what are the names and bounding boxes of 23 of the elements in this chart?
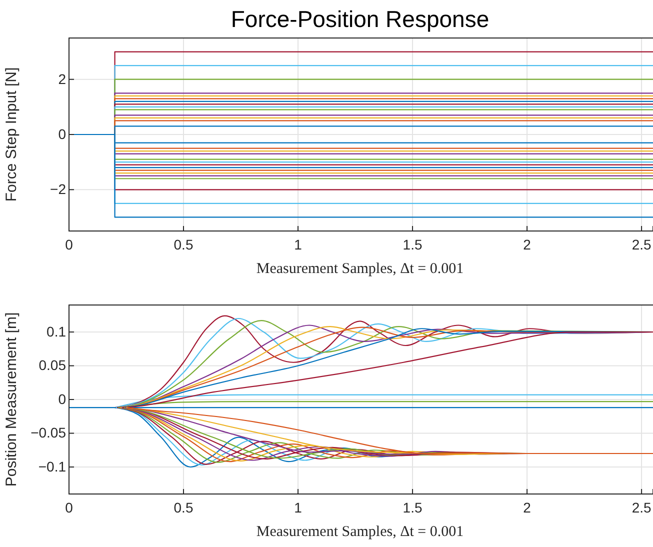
y-axis-title: Force Step Input [N] — [3, 67, 20, 202]
y-tick-label: −0.1 — [38, 458, 66, 474]
y-axis-title: Position Measurement [m] — [3, 312, 20, 487]
y-tick-label: −2 — [50, 181, 66, 198]
x-tick-label: 1.5 — [402, 236, 422, 252]
y-tick-label: 0 — [58, 126, 66, 142]
y-tick-label: 0.1 — [46, 323, 66, 340]
x-tick-label: 2.5 — [632, 236, 652, 252]
x-tick-label: 1 — [294, 499, 302, 516]
y-tick-label: 2 — [58, 70, 66, 87]
x-tick-label: 2.5 — [632, 499, 652, 516]
x-axis-title: Measurement Samples, Δt = 0.001 — [256, 524, 464, 540]
y-tick-label: −0.05 — [30, 424, 66, 441]
y-tick-label: 0 — [58, 390, 66, 407]
x-tick-label: 1.5 — [402, 499, 422, 516]
x-tick-label: 1 — [294, 236, 302, 252]
x-tick-label: 0.5 — [174, 236, 194, 252]
x-tick-label: 0.5 — [174, 499, 194, 516]
x-tick-label: 2 — [523, 236, 532, 252]
x-tick-label: 2 — [523, 499, 532, 516]
y-tick-label: 0.05 — [38, 357, 66, 374]
chart-title: Force-Position Response — [230, 6, 490, 32]
x-axis-title: Measurement Samples, Δt = 0.001 — [256, 261, 464, 277]
